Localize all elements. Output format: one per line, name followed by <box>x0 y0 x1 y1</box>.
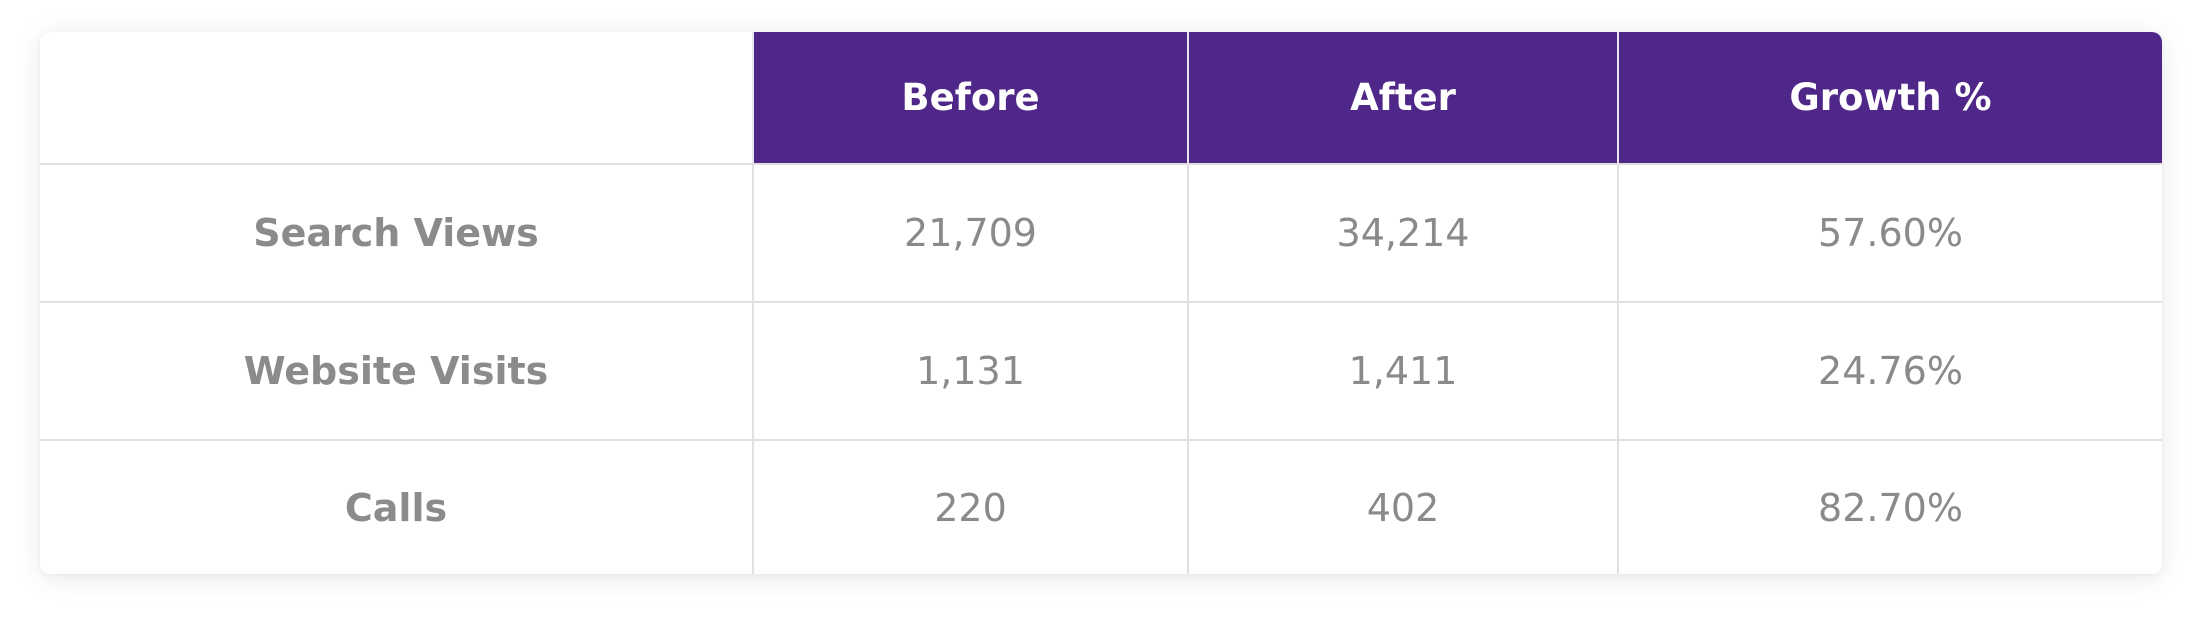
comparison-table-card: Before After Growth % Search Views 21,70… <box>40 32 2162 574</box>
cell-after: 402 <box>1187 439 1618 574</box>
header-cell-empty <box>40 32 753 165</box>
header-cell-before: Before <box>752 32 1188 164</box>
cell-after: 1,411 <box>1187 301 1618 440</box>
cell-after: 34,214 <box>1187 163 1618 302</box>
row-label: Search Views <box>40 163 753 302</box>
cell-before: 21,709 <box>752 163 1188 302</box>
row-label: Calls <box>40 439 753 574</box>
cell-before: 1,131 <box>752 301 1188 440</box>
table-row: Search Views 21,709 34,214 57.60% <box>40 163 2162 302</box>
cell-growth: 82.70% <box>1617 439 2162 574</box>
cell-growth: 24.76% <box>1617 301 2162 440</box>
table-row: Website Visits 1,131 1,411 24.76% <box>40 301 2162 440</box>
cell-before: 220 <box>752 439 1188 574</box>
header-cell-growth: Growth % <box>1617 32 2162 164</box>
comparison-table: Before After Growth % Search Views 21,70… <box>40 32 2162 574</box>
cell-growth: 57.60% <box>1617 163 2162 302</box>
row-label: Website Visits <box>40 301 753 440</box>
table-header-row: Before After Growth % <box>40 32 2162 165</box>
table-row: Calls 220 402 82.70% <box>40 439 2162 574</box>
header-cell-after: After <box>1187 32 1618 164</box>
